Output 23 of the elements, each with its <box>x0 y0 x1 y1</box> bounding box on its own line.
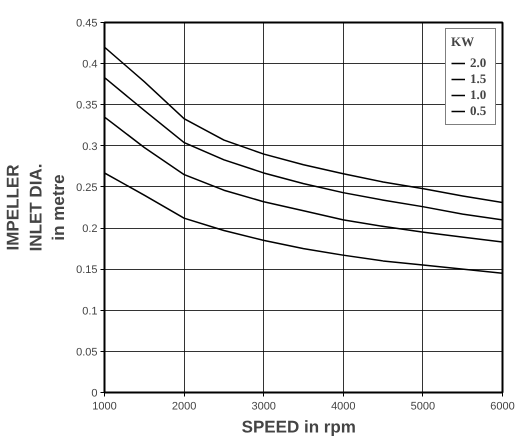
y-tick-label: 0.2 <box>82 223 98 236</box>
y-tick-label: 0.05 <box>76 346 98 358</box>
y-tick-label: 0.4 <box>82 58 98 71</box>
x-tick-label: 1000 <box>92 400 117 412</box>
y-tick-label: 0 <box>91 388 98 400</box>
y-tick-label: 0.25 <box>76 182 98 194</box>
legend-label: 0.5 <box>470 103 488 119</box>
y-tick-label: 0.1 <box>82 305 98 318</box>
x-tick-label: 2000 <box>172 400 196 412</box>
x-tick-label: 6000 <box>490 400 515 412</box>
y-tick-label: 0.15 <box>76 264 98 276</box>
x-tick-label: 5000 <box>410 400 436 412</box>
legend-label: 2.0 <box>470 55 488 71</box>
x-axis-title: SPEED in rpm <box>242 418 356 436</box>
y-axis-title: IMPELLER INLET DIA. in metre <box>3 164 68 252</box>
legend-label: 1.0 <box>470 87 488 103</box>
x-tick-label: 4000 <box>331 400 356 412</box>
y-tick-label: 0.35 <box>76 100 98 112</box>
y-tick-label: 0.3 <box>82 140 98 153</box>
legend-title: KW <box>451 34 476 50</box>
y-tick-label: 0.45 <box>76 18 98 30</box>
legend-label: 1.5 <box>470 71 488 87</box>
x-tick-label: 3000 <box>251 400 276 412</box>
